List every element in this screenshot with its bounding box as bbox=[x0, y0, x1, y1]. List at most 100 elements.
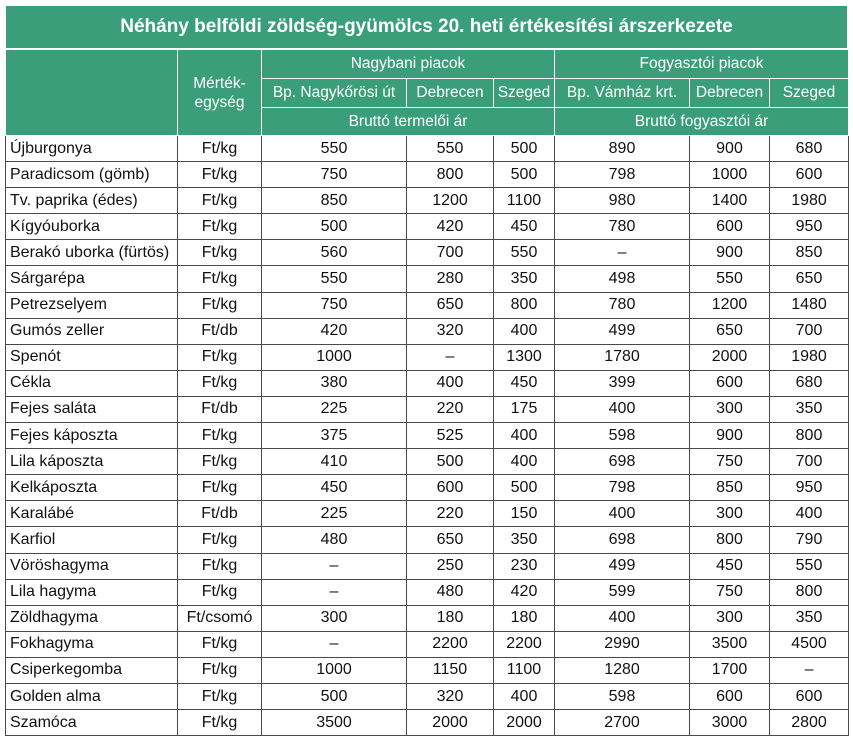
price-cell: 599 bbox=[554, 578, 691, 606]
price-cell: 750 bbox=[261, 291, 407, 319]
product-name-cell: Fejes káposzta bbox=[5, 422, 178, 450]
price-cell: 1100 bbox=[492, 187, 556, 215]
price-cell: 410 bbox=[261, 448, 407, 476]
price-cell: 680 bbox=[769, 134, 850, 163]
price-cell: 600 bbox=[769, 682, 850, 711]
product-header bbox=[5, 49, 178, 136]
price-cell: 700 bbox=[406, 239, 494, 267]
price-cell: 980 bbox=[554, 187, 691, 215]
price-cell: 400 bbox=[406, 369, 494, 397]
price-cell: 350 bbox=[492, 265, 556, 293]
price-cell: – bbox=[554, 239, 691, 267]
market-header: Debrecen bbox=[406, 78, 494, 108]
price-cell: 698 bbox=[554, 526, 691, 554]
price-cell: 180 bbox=[406, 604, 494, 632]
price-cell: 890 bbox=[554, 134, 691, 163]
market-header: Bp. Vámház krt. bbox=[554, 78, 691, 108]
price-cell: 420 bbox=[492, 578, 556, 606]
unit-cell: Ft/kg bbox=[177, 369, 262, 397]
price-table: Mérték- egység Nagybani piacok Fogyasztó… bbox=[5, 49, 850, 737]
table-row: Gumós zeller Ft/db 420 320 400 499 650 700 bbox=[5, 317, 850, 345]
price-cell: 400 bbox=[492, 422, 556, 450]
unit-cell: Ft/kg bbox=[177, 239, 262, 267]
price-cell: 1150 bbox=[406, 656, 494, 684]
product-name-cell: Zöldhagyma bbox=[5, 604, 178, 632]
price-cell: 780 bbox=[554, 213, 691, 241]
price-cell: 150 bbox=[492, 500, 556, 528]
unit-cell: Ft/kg bbox=[177, 343, 262, 371]
product-name-cell: Vöröshagyma bbox=[5, 552, 178, 580]
price-cell: 3000 bbox=[689, 709, 771, 737]
price-cell: 320 bbox=[406, 317, 494, 345]
price-cell: 750 bbox=[689, 578, 771, 606]
product-name-cell: Sárgarépa bbox=[5, 265, 178, 293]
price-cell: 1980 bbox=[769, 343, 850, 371]
table-row: Petrezselyem Ft/kg 750 650 800 780 1200 1480 bbox=[5, 291, 850, 319]
price-cell: 525 bbox=[406, 422, 494, 450]
price-cell: 420 bbox=[261, 317, 407, 345]
price-cell: 560 bbox=[261, 239, 407, 267]
price-cell: 1200 bbox=[689, 291, 771, 319]
price-cell: 2800 bbox=[769, 709, 850, 737]
price-cell: 2200 bbox=[406, 630, 494, 658]
price-cell: 350 bbox=[492, 526, 556, 554]
retail-group-header: Fogyasztói piacok bbox=[554, 49, 850, 79]
price-cell: 3500 bbox=[261, 709, 407, 737]
unit-cell: Ft/db bbox=[177, 395, 262, 424]
table-row: Kelkáposzta Ft/kg 450 600 500 798 850 950 bbox=[5, 474, 850, 502]
table-row: Karalábé Ft/db 225 220 150 400 300 400 bbox=[5, 500, 850, 528]
price-table-panel: Néhány belföldi zöldség-gyümölcs 20. het… bbox=[5, 5, 850, 737]
price-cell: 550 bbox=[492, 239, 556, 267]
unit-cell: Ft/kg bbox=[177, 578, 262, 606]
price-cell: 550 bbox=[769, 552, 850, 580]
table-row: Spenót Ft/kg 1000–1300 1780 2000 1980 bbox=[5, 343, 850, 371]
price-cell: 4500 bbox=[769, 630, 850, 658]
price-cell: 780 bbox=[554, 291, 691, 319]
price-cell: 1780 bbox=[554, 343, 691, 371]
price-cell: 800 bbox=[769, 422, 850, 450]
price-cell: 1980 bbox=[769, 187, 850, 215]
market-header: Bp. Nagykőrösi út bbox=[261, 78, 407, 108]
table-row: Kígyóuborka Ft/kg 500 420 450 780 600 950 bbox=[5, 213, 850, 241]
price-cell: 420 bbox=[406, 213, 494, 241]
price-cell: 400 bbox=[554, 395, 691, 424]
product-name-cell: Golden alma bbox=[5, 682, 178, 711]
price-cell: 900 bbox=[689, 239, 771, 267]
unit-cell: Ft/kg bbox=[177, 656, 262, 684]
price-cell: 1100 bbox=[492, 656, 556, 684]
table-row: Berakó uborka (fürtös) Ft/kg 560 700 550–900… bbox=[5, 239, 850, 267]
price-cell: 2000 bbox=[406, 709, 494, 737]
price-cell: 400 bbox=[492, 317, 556, 345]
price-cell: 499 bbox=[554, 552, 691, 580]
price-cell: 800 bbox=[492, 291, 556, 319]
table-row: Szamóca Ft/kg 3500 2000 2000 2700 3000 2800 bbox=[5, 709, 850, 737]
unit-cell: Ft/kg bbox=[177, 213, 262, 241]
price-cell: 850 bbox=[261, 187, 407, 215]
price-cell: 790 bbox=[769, 526, 850, 554]
price-cell: 2000 bbox=[492, 709, 556, 737]
price-cell: 700 bbox=[769, 317, 850, 345]
price-cell: 900 bbox=[689, 134, 771, 163]
product-name-cell: Karalábé bbox=[5, 500, 178, 528]
unit-cell: Ft/kg bbox=[177, 134, 262, 163]
price-cell: 600 bbox=[689, 213, 771, 241]
price-cell: 550 bbox=[406, 134, 494, 163]
product-name-cell: Berakó uborka (fürtös) bbox=[5, 239, 178, 267]
price-cell: 650 bbox=[689, 317, 771, 345]
price-cell: 600 bbox=[769, 161, 850, 189]
price-cell: 600 bbox=[406, 474, 494, 502]
price-cell: 1000 bbox=[261, 656, 407, 684]
price-cell: 950 bbox=[769, 474, 850, 502]
price-cell: 400 bbox=[492, 682, 556, 711]
price-cell: 2000 bbox=[689, 343, 771, 371]
price-cell: 550 bbox=[261, 265, 407, 293]
retail-price-type-header: Bruttó fogyasztói ár bbox=[554, 107, 850, 136]
price-cell: 499 bbox=[554, 317, 691, 345]
price-cell: 350 bbox=[769, 395, 850, 424]
price-cell: 400 bbox=[492, 448, 556, 476]
unit-cell: Ft/kg bbox=[177, 265, 262, 293]
price-cell: 1000 bbox=[689, 161, 771, 189]
price-cell: 480 bbox=[261, 526, 407, 554]
price-cell: 798 bbox=[554, 474, 691, 502]
price-cell: 500 bbox=[492, 161, 556, 189]
